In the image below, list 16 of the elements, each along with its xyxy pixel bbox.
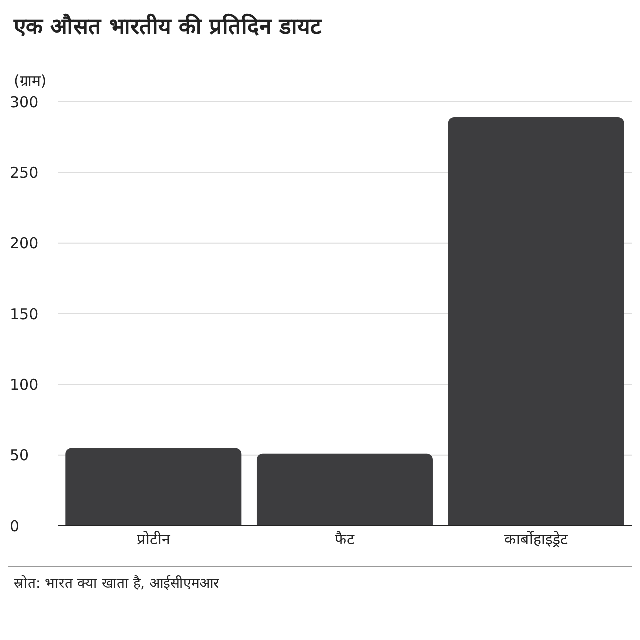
y-tick-label: 200: [10, 234, 39, 253]
bar: [66, 448, 242, 526]
y-axis-title: (ग्राम): [13, 71, 48, 92]
y-tick-label: 100: [10, 376, 39, 394]
bar: [256, 454, 433, 526]
bar: [448, 118, 624, 526]
text: स्रोत: भारत क्या खाता है, आईसीएमआर: [14, 574, 220, 592]
x-tick-label: प्रोटीन: [137, 530, 172, 549]
y-tick-label: 300: [10, 93, 39, 112]
x-tick-label: फैट: [335, 530, 355, 549]
y-tick-label: 0: [10, 517, 20, 536]
y-tick-label: 150: [10, 305, 39, 324]
y-tick-label: 250: [10, 164, 39, 182]
chart-title: एक औसत भारतीय की प्रतिदिन डायट: [12, 12, 324, 42]
x-tick-label: कार्बोहाइड्रेट: [504, 530, 568, 549]
y-tick-label: 50: [10, 446, 30, 465]
